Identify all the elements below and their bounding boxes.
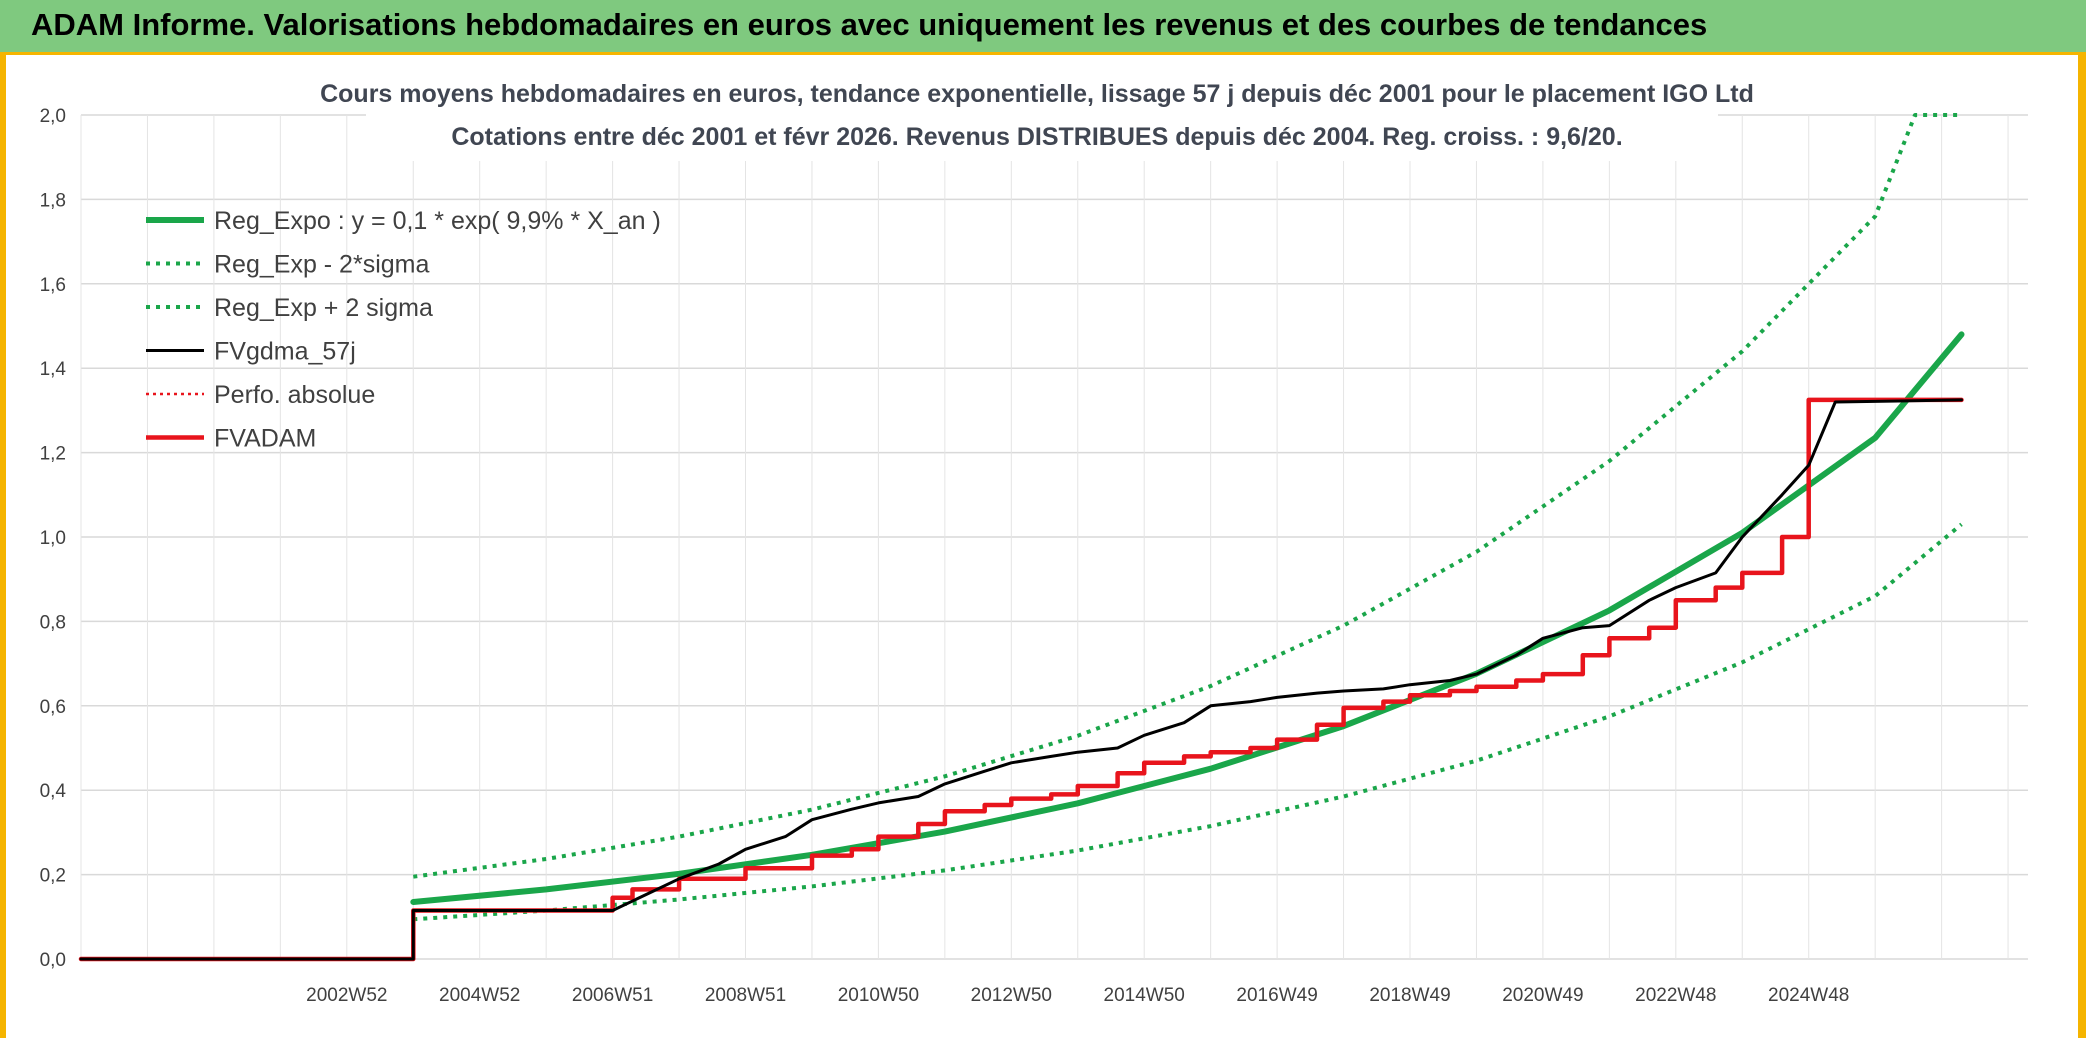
y-tick-label: 0,8 xyxy=(40,612,66,633)
legend: Reg_Expo : y = 0,1 * exp( 9,9% * X_an ) R… xyxy=(146,207,661,453)
x-tick-label: 2024W48 xyxy=(1768,985,1849,1006)
y-tick-label: 0,0 xyxy=(40,950,66,971)
legend-label-trend: Reg_Expo : y = 0,1 * exp( 9,9% * X_an ) xyxy=(214,207,661,235)
x-tick-label: 2012W50 xyxy=(971,985,1052,1006)
series-line-trend xyxy=(410,331,1965,905)
legend-label-fvgdma: FVgdma_57j xyxy=(214,338,356,366)
legend-label-upper: Reg_Exp + 2 sigma xyxy=(214,294,433,322)
x-tick-label: 2010W50 xyxy=(838,985,919,1006)
title-background xyxy=(366,61,1718,161)
series-line-fvadam xyxy=(78,397,1964,962)
series-line-lower xyxy=(413,522,1963,922)
x-axis-labels: 2002W52 2004W52 2006W51 2008W51 2010W50 2012W… xyxy=(306,985,1849,1006)
chart-title-line-2: Cotations entre déc 2001 et févr 2026. R… xyxy=(451,123,1622,151)
x-tick-label: 2014W50 xyxy=(1104,985,1185,1006)
chart-frame: 0,0 0,2 0,4 0,6 0,8 1,0 1,2 1,4 1,6 1,8 2,0 2002W5… xyxy=(0,55,2086,1038)
x-tick-label: 2022W48 xyxy=(1635,985,1716,1006)
y-tick-label: 2,0 xyxy=(40,106,66,127)
series xyxy=(78,113,1965,962)
x-tick-label: 2006W51 xyxy=(572,985,653,1006)
chart: 0,0 0,2 0,4 0,6 0,8 1,0 1,2 1,4 1,6 1,8 2,0 2002W5… xyxy=(40,61,2028,1006)
legend-label-perfo: Perfo. absolue xyxy=(214,381,375,409)
x-tick-label: 2002W52 xyxy=(306,985,387,1006)
x-tick-label: 2008W51 xyxy=(705,985,786,1006)
y-axis-labels: 0,0 0,2 0,4 0,6 0,8 1,0 1,2 1,4 1,6 1,8 2,0 xyxy=(40,106,67,971)
y-tick-label: 0,4 xyxy=(40,781,67,802)
legend-label-fvadam: FVADAM xyxy=(214,425,316,453)
y-tick-label: 1,8 xyxy=(40,190,66,211)
series-line-upper xyxy=(413,113,1962,879)
page-title: ADAM Informe. Valorisations hebdomadaire… xyxy=(31,7,1708,42)
y-tick-label: 1,4 xyxy=(40,359,67,380)
x-tick-label: 2020W49 xyxy=(1502,985,1583,1006)
series-line-fvgdma xyxy=(79,398,1963,961)
y-tick-label: 1,6 xyxy=(40,275,66,296)
x-tick-label: 2018W49 xyxy=(1369,985,1450,1006)
chart-title-line-1: Cours moyens hebdomadaires en euros, ten… xyxy=(320,80,1754,108)
y-tick-label: 1,2 xyxy=(40,444,66,465)
header-bar: ADAM Informe. Valorisations hebdomadaire… xyxy=(0,0,2086,55)
legend-label-lower: Reg_Exp - 2*sigma xyxy=(214,251,429,279)
x-tick-label: 2004W52 xyxy=(439,985,520,1006)
y-tick-label: 0,6 xyxy=(40,697,66,718)
y-tick-label: 0,2 xyxy=(40,866,66,887)
x-tick-label: 2016W49 xyxy=(1236,985,1317,1006)
y-tick-label: 1,0 xyxy=(40,528,66,549)
